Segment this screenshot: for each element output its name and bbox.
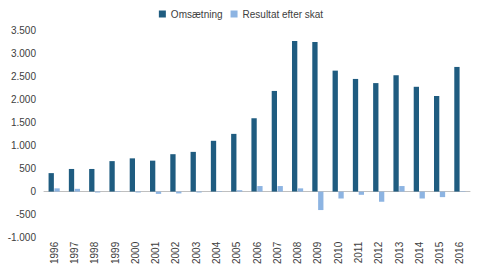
- svg-text:-1.000: -1.000: [8, 232, 37, 243]
- svg-text:3.000: 3.000: [11, 48, 36, 59]
- svg-text:2.500: 2.500: [11, 71, 36, 82]
- svg-text:2.000: 2.000: [11, 94, 36, 105]
- svg-text:2016: 2016: [454, 241, 465, 264]
- svg-text:-500: -500: [16, 209, 36, 220]
- svg-text:2012: 2012: [373, 241, 384, 264]
- svg-text:0: 0: [30, 186, 36, 197]
- svg-text:2009: 2009: [312, 241, 323, 264]
- svg-text:2001: 2001: [150, 241, 161, 264]
- svg-text:2011: 2011: [353, 241, 364, 263]
- svg-text:2007: 2007: [272, 241, 283, 264]
- svg-text:2002: 2002: [170, 241, 181, 264]
- svg-text:Omsætning: Omsætning: [171, 9, 223, 20]
- svg-text:1998: 1998: [89, 241, 100, 264]
- svg-text:1999: 1999: [110, 241, 121, 264]
- svg-text:2004: 2004: [211, 241, 222, 264]
- svg-text:2015: 2015: [434, 241, 445, 264]
- svg-text:Resultat efter skat: Resultat efter skat: [243, 9, 324, 20]
- svg-text:2014: 2014: [414, 241, 425, 264]
- svg-text:2006: 2006: [252, 241, 263, 264]
- svg-text:1.000: 1.000: [11, 140, 36, 151]
- svg-text:1996: 1996: [49, 241, 60, 264]
- svg-text:2005: 2005: [231, 241, 242, 264]
- svg-text:2003: 2003: [191, 241, 202, 264]
- svg-text:2000: 2000: [130, 241, 141, 264]
- svg-text:1.500: 1.500: [11, 117, 36, 128]
- svg-text:2013: 2013: [394, 241, 405, 264]
- svg-text:500: 500: [19, 163, 36, 174]
- svg-text:2008: 2008: [292, 241, 303, 264]
- svg-text:3.500: 3.500: [11, 25, 36, 36]
- svg-text:2010: 2010: [333, 241, 344, 264]
- svg-text:1997: 1997: [69, 241, 80, 264]
